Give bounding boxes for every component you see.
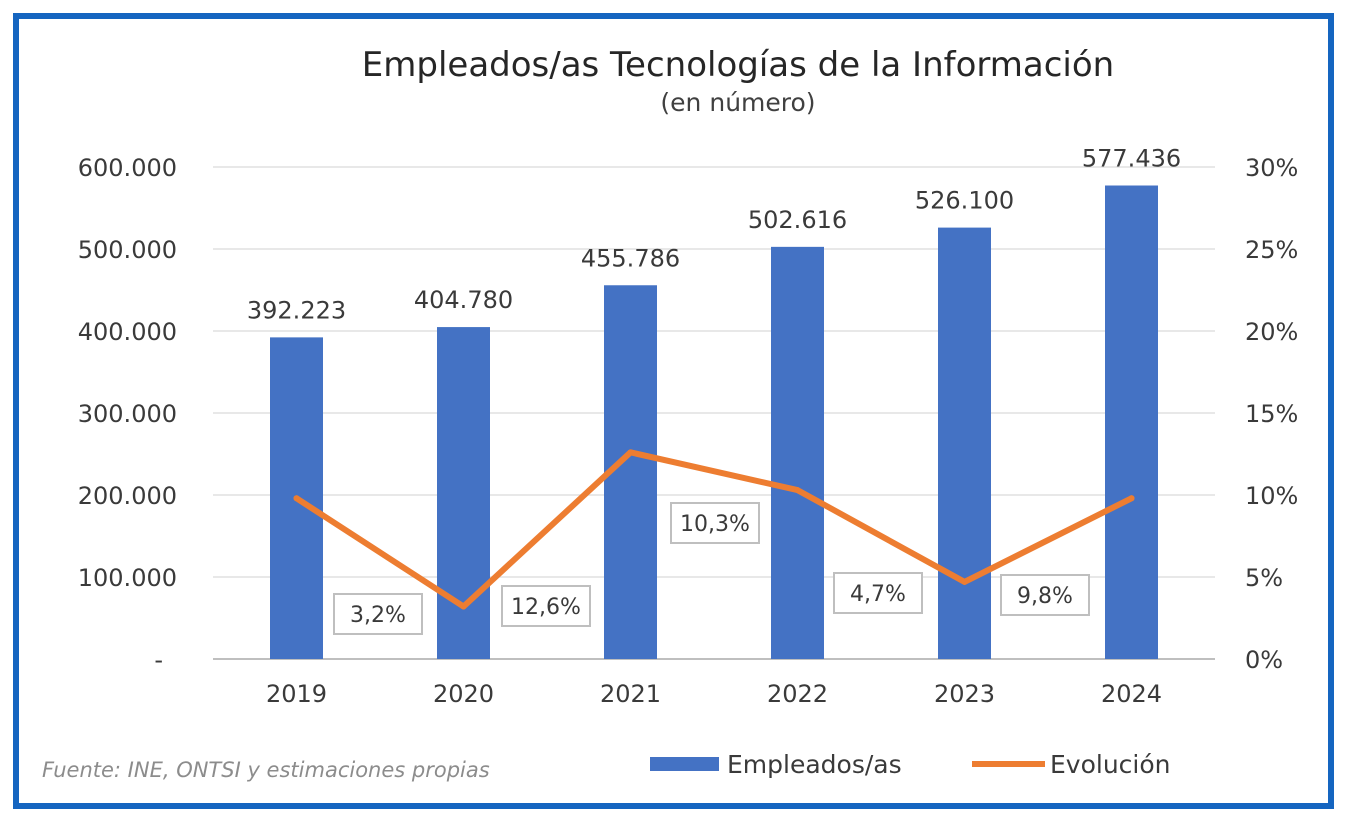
bar-2024 [1105,185,1158,659]
evolucion-label-text: 4,7% [850,582,906,607]
bar-value-label: 577.436 [1082,145,1181,173]
evolucion-label-box [333,593,423,635]
y-left-tick-label: 600.000 [78,154,177,182]
evolucion-label-text: 9,8% [1017,584,1073,609]
y-left-tick-label: 500.000 [78,236,177,264]
evolucion-label-box [501,585,591,627]
chart-title: Empleados/as Tecnologías de la Informaci… [362,45,1114,85]
x-tick-label: 2024 [1101,680,1162,708]
y-right-tick-label: 30% [1245,154,1298,182]
evolucion-line [293,449,1135,610]
evolucion-label: 12,6% [501,585,591,627]
source-note: Fuente: INE, ONTSI y estimaciones propia… [42,758,490,782]
y-right-tick-label: 0% [1245,646,1283,674]
bar-value-label: 526.100 [915,187,1014,215]
evolucion-point [293,495,300,502]
evolucion-point [627,449,634,456]
y-right-tick-label: 10% [1245,482,1298,510]
y-right-tick-label: 15% [1245,400,1298,428]
bar-value-label: 502.616 [748,206,847,234]
evolucion-point [1128,495,1135,502]
bar-value-label: 392.223 [247,296,346,324]
evolucion-point [460,603,467,610]
bar-value-label: 455.786 [581,244,680,272]
y-left-tick-label: - [154,646,163,674]
evolucion-label-text: 3,2% [350,603,406,628]
y-left-tick-label: 400.000 [78,318,177,346]
legend-label-empleados: Empleados/as [727,750,902,779]
x-tick-label: 2019 [266,680,327,708]
bar-2022 [771,246,824,660]
x-tick-label: 2023 [934,680,995,708]
legend-label-evolucion: Evolución [1050,750,1171,779]
evolucion-label-text: 12,6% [511,595,581,620]
y-right-tick-label: 5% [1245,564,1283,592]
evolucion-label-text: 10,3% [680,512,750,537]
chart-subtitle: (en número) [660,88,815,117]
x-tick-label: 2021 [600,680,661,708]
evolucion-label: 3,2% [333,593,423,635]
evolucion-label-box [670,502,760,544]
evolucion-label-box [833,572,923,614]
legend-swatch-empleados [650,757,719,771]
evolucion-label: 9,8% [1000,574,1090,616]
y-right-tick-label: 25% [1245,236,1298,264]
y-left-tick-label: 300.000 [78,400,177,428]
y-right-tick-label: 20% [1245,318,1298,346]
evolucion-point [794,487,801,494]
evolucion-label: 4,7% [833,572,923,614]
evolucion-point [961,578,968,585]
evolucion-label: 10,3% [670,502,760,544]
y-left-tick-label: 200.000 [78,482,177,510]
bar-value-label: 404.780 [414,286,513,314]
y-left-tick-label: 100.000 [78,564,177,592]
bar-2023 [938,227,991,659]
x-tick-label: 2022 [767,680,828,708]
evolucion-label-box [1000,574,1090,616]
x-tick-label: 2020 [433,680,494,708]
